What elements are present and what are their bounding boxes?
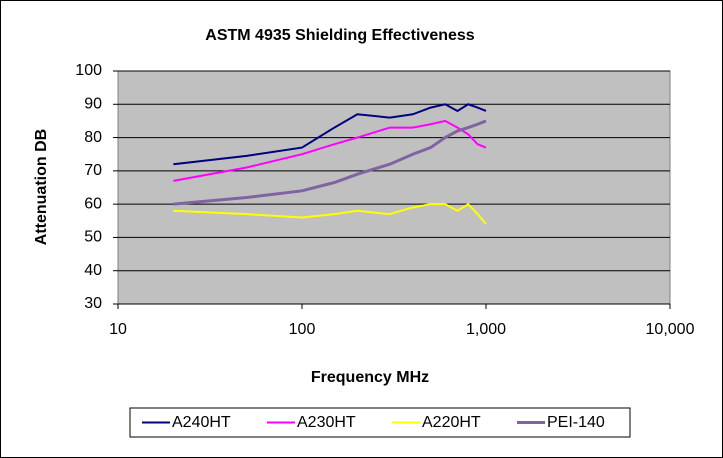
legend-box: [129, 407, 631, 438]
plot-area: [117, 70, 671, 305]
y-tick-label: 90: [84, 96, 102, 113]
y-tick-label: 30: [84, 295, 102, 312]
y-tick-label: 40: [84, 262, 102, 279]
x-axis-label: Frequency MHz: [311, 369, 429, 386]
legend-label: A240HT: [172, 414, 231, 431]
chart-title: ASTM 4935 Shielding Effectiveness: [205, 27, 475, 44]
series-line: [173, 202, 487, 225]
x-tick-label: 100: [289, 321, 316, 338]
x-tick-label: 10,000: [646, 321, 695, 338]
y-axis-label: Attenuation DB: [33, 129, 50, 245]
series-line: [173, 103, 487, 166]
legend-label: A220HT: [422, 414, 481, 431]
y-tick-label: 100: [75, 62, 102, 79]
y-tick-label: 50: [84, 229, 102, 246]
x-tick-label: 10: [109, 321, 127, 338]
legend-label: A230HT: [297, 414, 356, 431]
y-tick-label: 70: [84, 162, 102, 179]
y-tick-label: 60: [84, 195, 102, 212]
x-tick-label: 1,000: [466, 321, 506, 338]
series-line: [173, 119, 487, 206]
y-tick-label: 80: [84, 129, 102, 146]
legend-label: PEI-140: [547, 414, 605, 431]
series-line: [173, 119, 487, 182]
